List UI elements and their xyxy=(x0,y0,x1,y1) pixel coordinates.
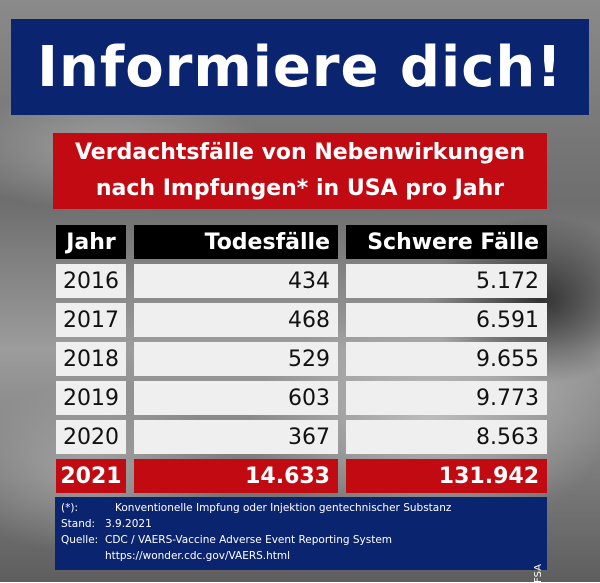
table-cell-deaths: 367 xyxy=(134,420,338,454)
table-cell-deaths: 529 xyxy=(134,342,338,376)
subtitle-line-2: nach Impfungen* in USA pro Jahr xyxy=(95,176,505,201)
table-cell-year: 2017 xyxy=(56,303,126,337)
table-cell-serious: 8.563 xyxy=(346,420,547,454)
source-url[interactable]: https://wonder.cdc.gov/VAERS.html xyxy=(105,550,291,562)
table-cell-year-highlight: 2021 xyxy=(56,459,126,493)
footer-notes: (*): Konventionelle Impfung oder Injekti… xyxy=(55,497,547,583)
stand-label: Stand: xyxy=(61,518,96,530)
footnote-marker: (*): xyxy=(61,502,78,514)
footnote-text: Konventionelle Impfung oder Injektion ge… xyxy=(115,502,452,514)
page-title: Informiere dich! xyxy=(37,34,563,100)
table-cell-deaths-highlight: 14.633 xyxy=(134,459,338,493)
source-value: CDC / VAERS-Vaccine Adverse Event Report… xyxy=(105,534,393,546)
table-cell-serious-highlight: 131.942 xyxy=(346,459,547,493)
table-cell-deaths: 468 xyxy=(134,303,338,337)
title-banner: Informiere dich! xyxy=(11,19,589,115)
subtitle-banner: Verdachtsfälle von Nebenwirkungen nach I… xyxy=(53,133,547,209)
table-cell-deaths: 434 xyxy=(134,264,338,298)
header-serious: Schwere Fälle xyxy=(346,225,547,259)
table-cell-year: 2020 xyxy=(56,420,126,454)
table-cell-serious: 9.773 xyxy=(346,381,547,415)
table-cell-serious: 9.655 xyxy=(346,342,547,376)
header-deaths: Todesfälle xyxy=(134,225,338,259)
table-cell-year: 2019 xyxy=(56,381,126,415)
source-label: Quelle: xyxy=(61,534,99,546)
fsa-mark: FSA xyxy=(533,564,544,583)
header-year: Jahr xyxy=(56,225,126,259)
table-cell-year: 2016 xyxy=(56,264,126,298)
table-cell-serious: 5.172 xyxy=(346,264,547,298)
stand-value: 3.9.2021 xyxy=(105,518,152,530)
table-cell-serious: 6.591 xyxy=(346,303,547,337)
table-cell-year: 2018 xyxy=(56,342,126,376)
table-cell-deaths: 603 xyxy=(134,381,338,415)
subtitle-line-1: Verdachtsfälle von Nebenwirkungen xyxy=(74,140,526,165)
